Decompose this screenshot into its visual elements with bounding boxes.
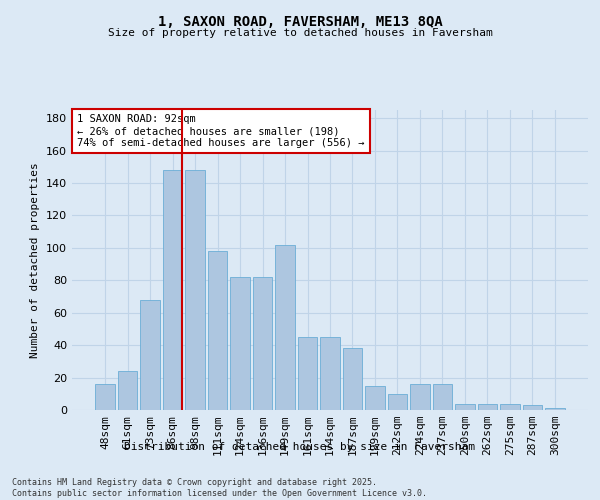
Bar	[208, 251, 227, 410]
Bar	[95, 384, 115, 410]
Bar	[478, 404, 497, 410]
Bar	[433, 384, 452, 410]
Bar	[163, 170, 182, 410]
Bar	[230, 277, 250, 410]
Bar	[118, 371, 137, 410]
Text: Distribution of detached houses by size in Faversham: Distribution of detached houses by size …	[125, 442, 476, 452]
Bar	[275, 244, 295, 410]
Bar	[140, 300, 160, 410]
Text: 1 SAXON ROAD: 92sqm
← 26% of detached houses are smaller (198)
74% of semi-detac: 1 SAXON ROAD: 92sqm ← 26% of detached ho…	[77, 114, 365, 148]
Text: 1, SAXON ROAD, FAVERSHAM, ME13 8QA: 1, SAXON ROAD, FAVERSHAM, ME13 8QA	[158, 15, 442, 29]
Bar	[253, 277, 272, 410]
Bar	[388, 394, 407, 410]
Bar	[320, 337, 340, 410]
Text: Size of property relative to detached houses in Faversham: Size of property relative to detached ho…	[107, 28, 493, 38]
Bar	[343, 348, 362, 410]
Bar	[523, 405, 542, 410]
Bar	[545, 408, 565, 410]
Bar	[500, 404, 520, 410]
Y-axis label: Number of detached properties: Number of detached properties	[31, 162, 40, 358]
Bar	[298, 337, 317, 410]
Text: Contains HM Land Registry data © Crown copyright and database right 2025.
Contai: Contains HM Land Registry data © Crown c…	[12, 478, 427, 498]
Bar	[365, 386, 385, 410]
Bar	[185, 170, 205, 410]
Bar	[455, 404, 475, 410]
Bar	[410, 384, 430, 410]
